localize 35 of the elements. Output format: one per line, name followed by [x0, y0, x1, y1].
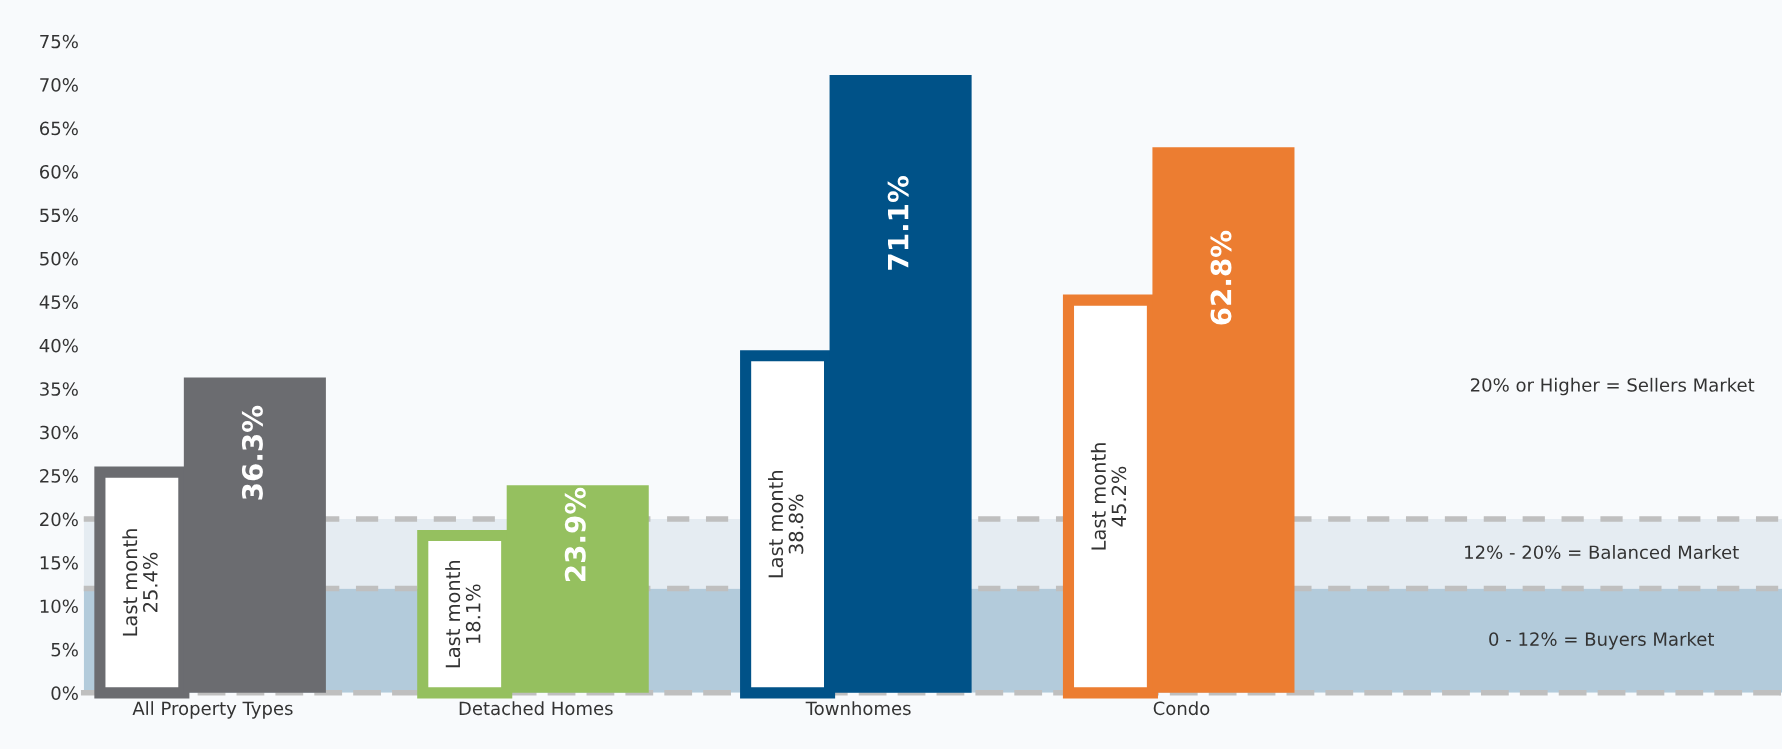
- y-tick-label: 15%: [40, 555, 78, 570]
- data-label: 62.8%: [1210, 230, 1232, 325]
- text: Last month: [1090, 443, 1106, 550]
- data-label: 45.2%: [1111, 466, 1127, 527]
- y-tick-label: 25%: [40, 469, 78, 483]
- data-label: 23.9%: [564, 487, 586, 581]
- y-tick-label: 55%: [40, 208, 78, 223]
- data-label: 25.4%: [142, 552, 158, 612]
- text: Last month: [445, 560, 461, 668]
- data-label: 38.8%: [788, 494, 804, 554]
- y-tick-label: 10%: [40, 599, 78, 614]
- y-tick-label: 45%: [39, 295, 78, 309]
- x-tick-label: Condo: [1153, 701, 1210, 716]
- y-tick-label: 0%: [51, 686, 78, 700]
- data-label: 71.1%: [887, 176, 909, 270]
- y-tick-label: 30%: [40, 425, 78, 440]
- y-tick-label: 75%: [40, 34, 78, 49]
- y-tick-label: 35%: [40, 382, 78, 396]
- series-label: Last month: [768, 471, 784, 578]
- text: 20% or Higher = Sellers Market: [1470, 377, 1755, 396]
- y-tick-label: 65%: [40, 121, 78, 136]
- x-tick-label: Detached Homes: [459, 701, 613, 716]
- band-label: 12% - 20% = Balanced Market: [1465, 545, 1739, 560]
- y-tick-label: 20%: [40, 512, 78, 527]
- y-tick-label: 5%: [51, 642, 78, 657]
- band-label: 0 - 12% = Buyers Market: [1489, 631, 1714, 650]
- y-tick-label: 60%: [40, 164, 78, 179]
- text: Last month: [122, 529, 138, 636]
- data-label: 36.3%: [241, 405, 263, 500]
- data-label: 18.1%: [465, 584, 481, 643]
- x-tick-label: Townhomes: [805, 701, 911, 716]
- x-tick-label: All Property Types: [132, 701, 293, 719]
- y-tick-label: 40%: [39, 338, 78, 353]
- y-tick-label: 50%: [40, 251, 78, 266]
- y-tick-label: 70%: [40, 78, 78, 92]
